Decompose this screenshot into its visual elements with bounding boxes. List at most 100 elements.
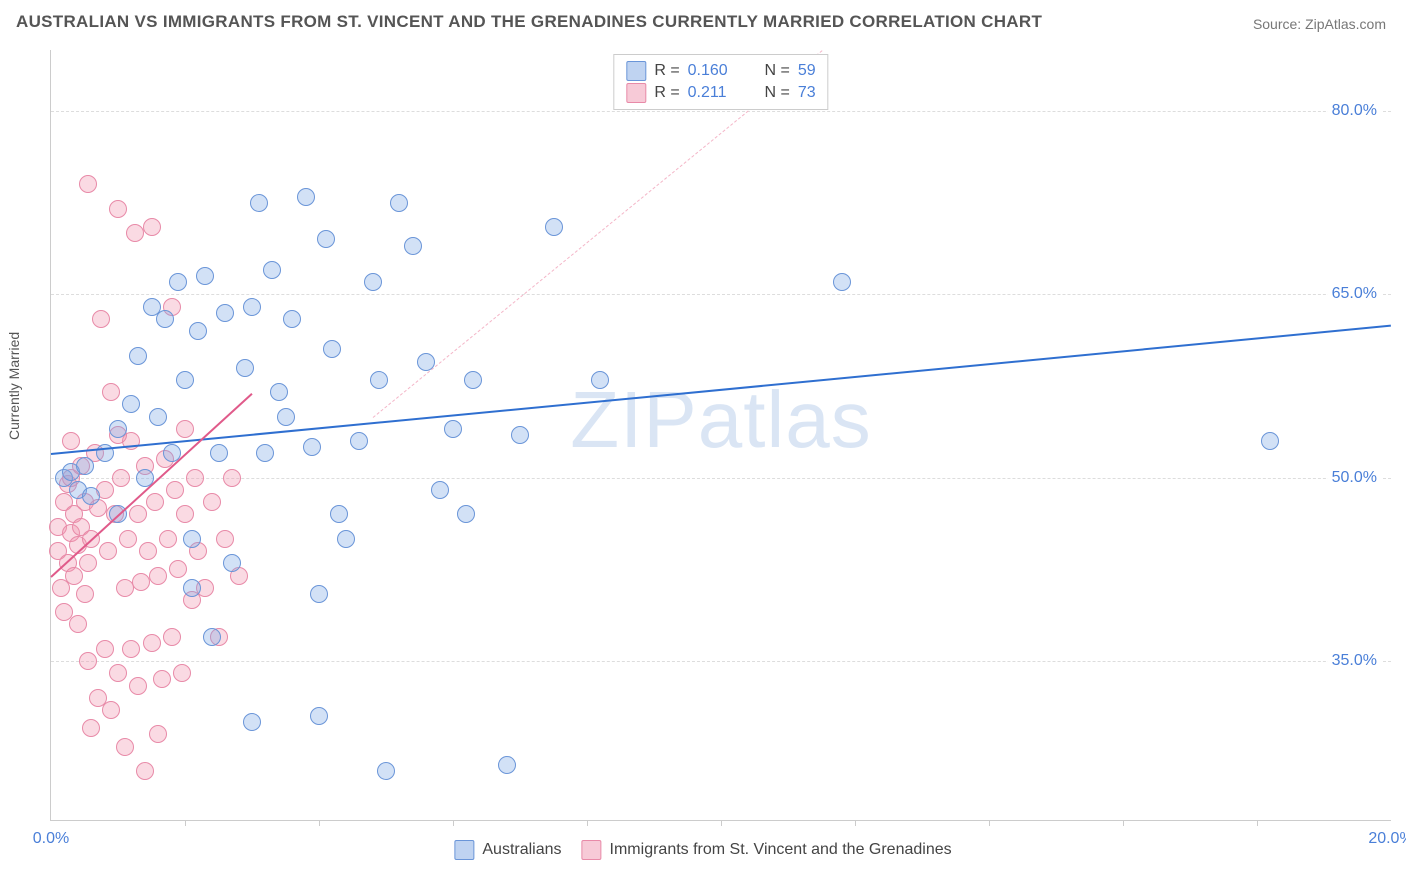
data-point-a [189, 322, 207, 340]
data-point-a [404, 237, 422, 255]
data-point-a [330, 505, 348, 523]
data-point-a [390, 194, 408, 212]
data-point-b [139, 542, 157, 560]
y-tick-label: 80.0% [1328, 102, 1381, 120]
data-point-a [323, 340, 341, 358]
data-point-b [169, 560, 187, 578]
data-point-b [159, 530, 177, 548]
data-point-a [297, 188, 315, 206]
data-point-a [464, 371, 482, 389]
data-point-b [153, 670, 171, 688]
data-point-b [122, 640, 140, 658]
y-tick-label: 65.0% [1328, 285, 1381, 303]
x-tick-label: 20.0% [1368, 830, 1406, 848]
data-point-a [250, 194, 268, 212]
data-point-a [210, 444, 228, 462]
gridline-h [51, 661, 1391, 662]
x-tick [587, 820, 588, 826]
data-point-a [263, 261, 281, 279]
data-point-b [102, 701, 120, 719]
data-point-b [116, 579, 134, 597]
data-point-b [76, 585, 94, 603]
data-point-a [223, 554, 241, 572]
data-point-b [102, 383, 120, 401]
gridline-h [51, 111, 1391, 112]
data-point-a [270, 383, 288, 401]
y-axis-label: Currently Married [6, 332, 22, 440]
data-point-b [119, 530, 137, 548]
data-point-a [364, 273, 382, 291]
data-point-a [310, 707, 328, 725]
x-tick [989, 820, 990, 826]
data-point-b [82, 719, 100, 737]
x-tick [1257, 820, 1258, 826]
data-point-b [176, 505, 194, 523]
data-point-b [112, 469, 130, 487]
data-point-a [109, 420, 127, 438]
data-point-b [216, 530, 234, 548]
data-point-b [176, 420, 194, 438]
data-point-a [457, 505, 475, 523]
legend-item: Australians [454, 840, 561, 860]
legend-label: Immigrants from St. Vincent and the Gren… [610, 841, 952, 859]
data-point-b [62, 432, 80, 450]
legend-swatch [454, 840, 474, 860]
source-label: Source: ZipAtlas.com [1253, 16, 1386, 32]
x-tick-label: 0.0% [33, 830, 69, 848]
x-tick [855, 820, 856, 826]
data-point-a [317, 230, 335, 248]
data-point-a [277, 408, 295, 426]
legend-stat-row: R = 0.211 N = 73 [626, 83, 815, 103]
data-point-a [511, 426, 529, 444]
data-point-a [122, 395, 140, 413]
y-tick-label: 50.0% [1328, 469, 1381, 487]
data-point-b [132, 573, 150, 591]
data-point-a [303, 438, 321, 456]
legend-series: Australians Immigrants from St. Vincent a… [454, 840, 951, 860]
chart-container: AUSTRALIAN VS IMMIGRANTS FROM ST. VINCEN… [0, 0, 1406, 892]
y-tick-label: 35.0% [1328, 652, 1381, 670]
data-point-a [310, 585, 328, 603]
data-point-a [156, 310, 174, 328]
data-point-b [163, 628, 181, 646]
data-point-b [126, 224, 144, 242]
legend-swatch [626, 61, 646, 81]
legend-swatch [582, 840, 602, 860]
data-point-b [136, 762, 154, 780]
data-point-b [79, 652, 97, 670]
data-point-a [149, 408, 167, 426]
data-point-a [337, 530, 355, 548]
x-tick [1123, 820, 1124, 826]
x-tick [721, 820, 722, 826]
data-point-a [833, 273, 851, 291]
data-point-b [109, 200, 127, 218]
data-point-b [99, 542, 117, 560]
data-point-a [431, 481, 449, 499]
data-point-b [129, 505, 147, 523]
data-point-a [196, 267, 214, 285]
data-point-a [283, 310, 301, 328]
data-point-a [1261, 432, 1279, 450]
data-point-a [216, 304, 234, 322]
data-point-b [129, 677, 147, 695]
data-point-a [444, 420, 462, 438]
data-point-a [350, 432, 368, 450]
data-point-a [183, 530, 201, 548]
data-point-b [143, 218, 161, 236]
plot-area: ZIPatlas R = 0.160 N = 59R = 0.211 N = 7… [50, 50, 1391, 821]
data-point-b [186, 469, 204, 487]
data-point-a [370, 371, 388, 389]
x-tick [319, 820, 320, 826]
data-point-b [109, 664, 127, 682]
data-point-a [498, 756, 516, 774]
chart-title: AUSTRALIAN VS IMMIGRANTS FROM ST. VINCEN… [16, 12, 1042, 32]
data-point-b [92, 310, 110, 328]
data-point-a [76, 457, 94, 475]
data-point-a [377, 762, 395, 780]
data-point-b [116, 738, 134, 756]
data-point-a [591, 371, 609, 389]
legend-stat-row: R = 0.160 N = 59 [626, 61, 815, 81]
data-point-a [545, 218, 563, 236]
data-point-a [169, 273, 187, 291]
data-point-a [176, 371, 194, 389]
